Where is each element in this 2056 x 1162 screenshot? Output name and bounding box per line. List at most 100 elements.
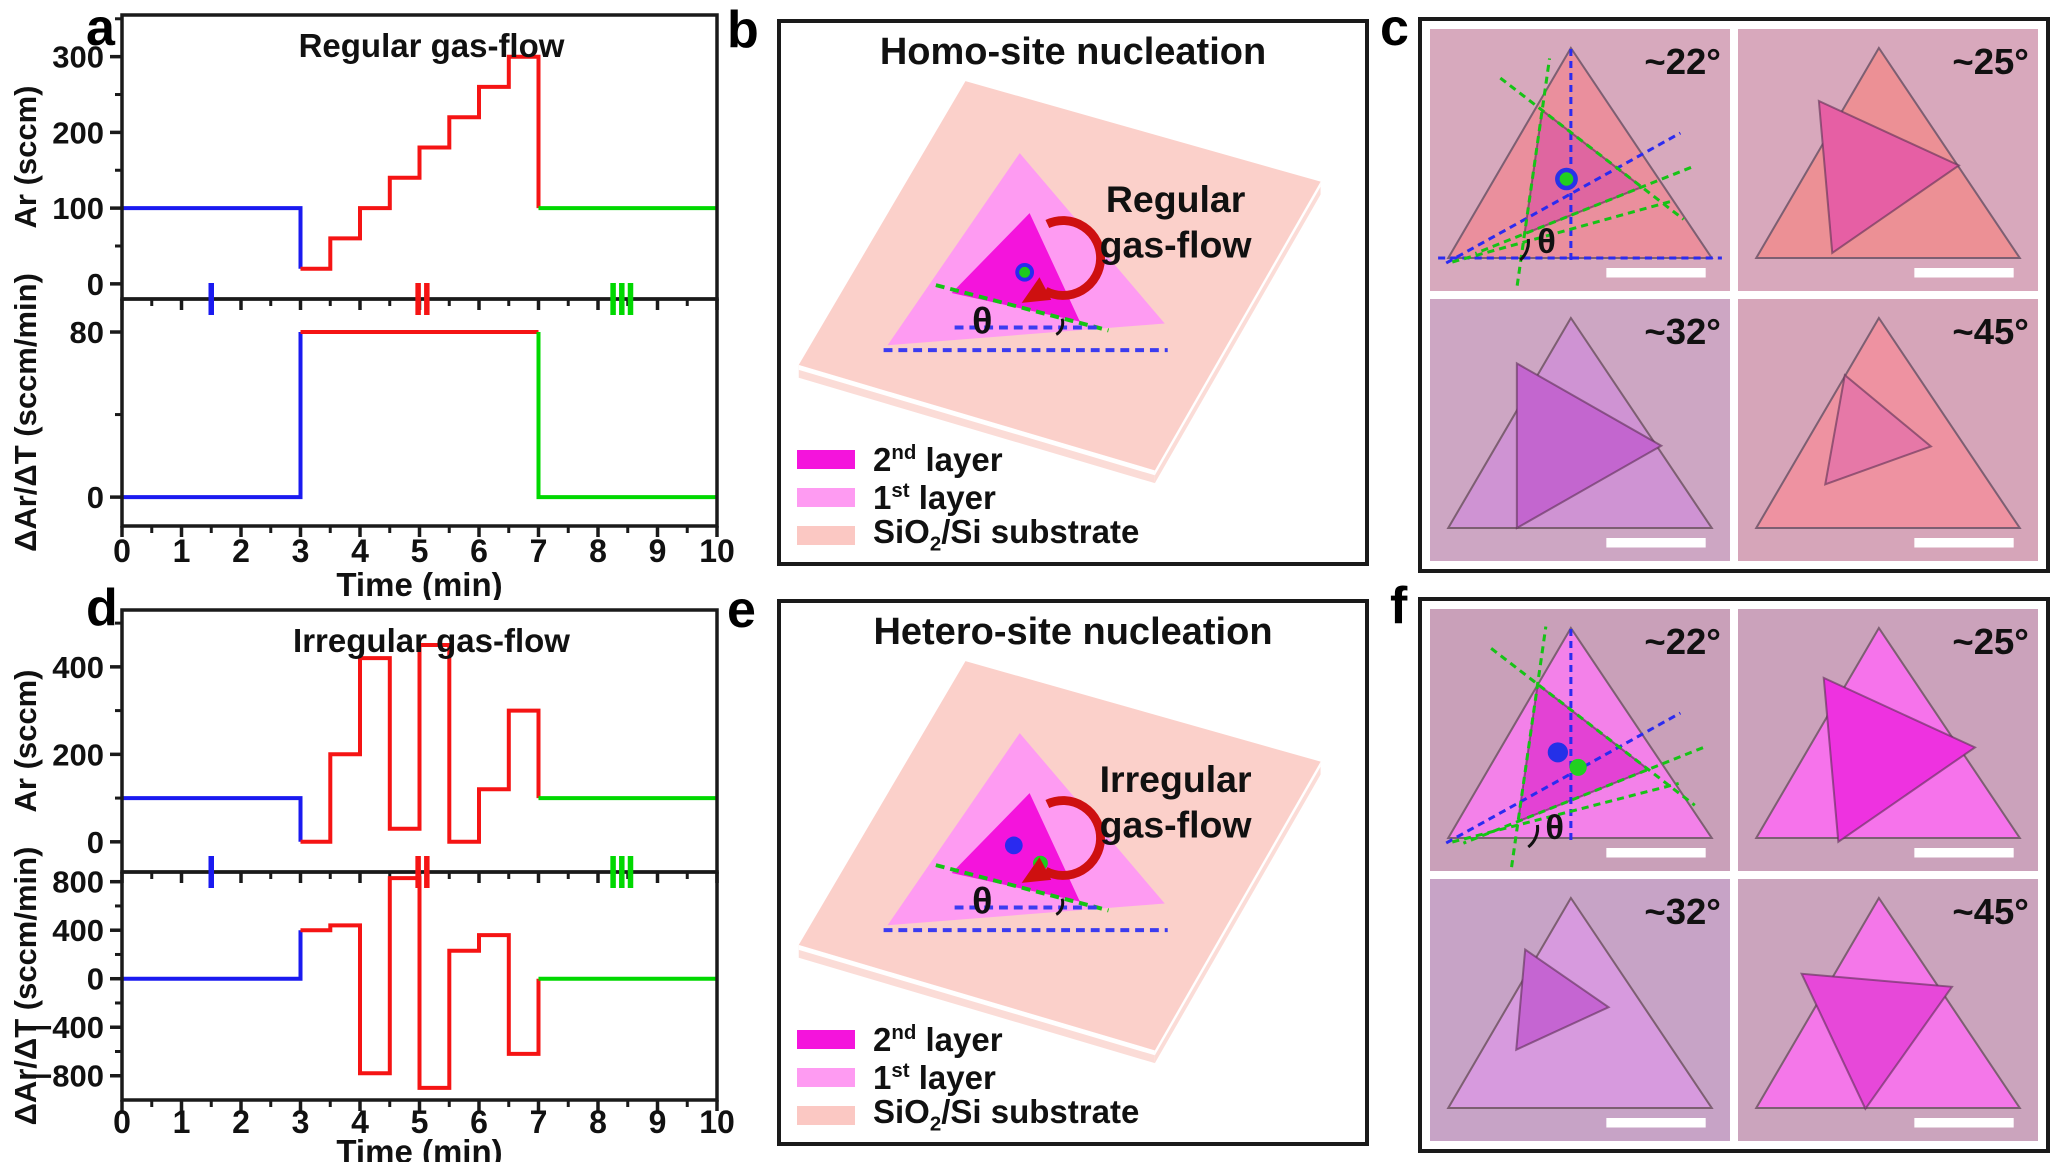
nucleation-dot-blue [1547,742,1568,763]
micrograph-image: ~25° [1738,609,2038,871]
series-stage-I-rate [122,930,303,981]
legend-swatch [797,525,855,545]
legend-swatch [797,1067,855,1087]
gas-flow-arrowhead [1021,277,1052,303]
series-stage-I-rate [122,332,303,500]
legend-label: SiO2/Si substrate [873,512,1140,556]
x-tick-label: 2 [232,533,250,569]
scale-bar [1914,268,2014,278]
series-stage-I-flow [122,206,303,269]
x-tick-label: 4 [351,1104,369,1140]
legend-row: SiO2/Si substrate [797,512,1140,556]
rotation-angle-label: ~32° [1644,311,1720,352]
legend-swatch [797,449,855,469]
schematic-title: Hetero-site nucleation [873,611,1273,653]
annotation-edge-green [1515,58,1552,286]
annotation-diagonal-blue [1445,711,1682,845]
annotation-edge-green [1509,626,1548,871]
legend-swatch [797,1105,855,1125]
edge-line-green [935,283,1110,333]
second-layer-triangle [1823,373,1933,486]
y-axis-label: ΔAr/ΔT (sccm/min) [8,847,43,1126]
chart-title: Irregular gas-flow [293,622,570,659]
nucleation-dot-green [1569,758,1587,776]
x-axis-label: Time (min) [336,566,502,600]
nucleation-dot-homo [1555,167,1578,191]
micrograph-image: ~45° [1738,299,2038,561]
x-tick-label: 1 [173,1104,191,1140]
x-tick-label: 3 [292,533,310,569]
x-tick-label: 9 [649,1104,667,1140]
chart-irregular-gas-flow: 0 200 400 Ar (sccm) −800 −400 0 400 800 ΔAr/ΔT (s… [8,608,735,1162]
micrograph-tile: ~25° [1738,29,2038,291]
theta-label: θ [1537,223,1556,261]
angle-arc [1055,318,1065,336]
nucleation-dot-homo [1015,262,1035,282]
micrograph-image: ~25° [1738,29,2038,291]
rotation-angle-label: ~25° [1952,621,2028,662]
edge-line-green [935,863,1110,913]
rotation-angle-label: ~45° [1952,311,2028,352]
micrograph-tile: θ ~22° [1430,29,1730,291]
x-tick-label: 7 [530,1104,548,1140]
angle-arc [1527,824,1540,849]
schematic-title: Homo-site nucleation [879,31,1267,73]
rotation-angle-label: ~45° [1952,891,2028,932]
annotation-edge-green [1499,76,1685,221]
gas-flow-label-line2: gas-flow [1100,224,1253,266]
x-tick-label: 1 [173,533,191,569]
micrograph-grid: θ ~22° ~25° ~32° ~45° [1422,21,2046,569]
y-tick-label: 300 [52,40,104,75]
micrograph-panel-regular: θ ~22° ~25° ~32° ~45° [1418,17,2050,573]
chart-regular-gas-flow: 0 100 200 300 Ar (sccm) 0 80 ΔAr/ΔT (sccm/min) 0… [8,13,735,600]
stage-marker-II [415,283,421,315]
micrograph-image: ~32° [1430,879,1730,1141]
x-tick-label: 8 [589,533,607,569]
legend-label: 2nd layer [873,440,1003,478]
scale-bar [1606,848,1706,858]
legend-row: 1st layer [797,478,1139,516]
legend-label: 2nd layer [873,1020,1003,1058]
x-tick-label: 2 [232,1104,250,1140]
layer-legend: 2nd layer 1st layer SiO2/Si substrate [797,1020,1139,1134]
annotation-edge-green [1474,166,1692,255]
stage-marker-II [424,283,430,315]
x-tick-label: 5 [411,1104,429,1140]
y-tick-label: 400 [52,913,104,948]
gas-flow-label-line1: Regular [1106,178,1246,220]
series-stage-I-flow [122,796,303,842]
second-layer-triangle [1515,947,1611,1052]
annotation-baseline-green [1451,199,1673,264]
y-tick-label: 200 [52,737,104,772]
scale-bar [1606,1118,1706,1128]
scale-bar [1606,538,1706,548]
legend-row: 2nd layer [797,440,1139,478]
theta-label: θ [972,299,992,341]
x-tick-label: 4 [351,533,369,569]
y-axis-label: ΔAr/ΔT (sccm/min) [8,273,43,552]
nucleation-dot-blue [1004,836,1023,855]
stage-marker-III [610,856,616,888]
y-tick-label: 800 [52,865,104,900]
x-tick-label: 5 [411,533,429,569]
y-tick-label: 80 [70,315,104,350]
y-tick-label: 0 [87,962,104,997]
rotation-angle-label: ~32° [1644,891,1720,932]
micrograph-tile: θ ~22° [1430,609,1730,871]
rotation-angle-label: ~22° [1644,41,1720,82]
substrate-seam [1154,181,1321,476]
panel-label-f: f [1390,577,1408,635]
scale-bar [1606,268,1706,278]
theta-label: θ [1545,809,1564,847]
y-tick-label: 400 [52,650,104,685]
gas-flow-arrow [1043,216,1105,300]
stage-marker-II [415,856,421,888]
legend-label: SiO2/Si substrate [873,1092,1140,1136]
series-stage-III-rate [536,332,717,500]
y-axis-label: Ar (sccm) [8,86,43,229]
stage-marker-III [619,856,625,888]
scale-bar [1914,1118,2014,1128]
x-tick-label: 0 [113,1104,131,1140]
x-tick-label: 9 [649,533,667,569]
